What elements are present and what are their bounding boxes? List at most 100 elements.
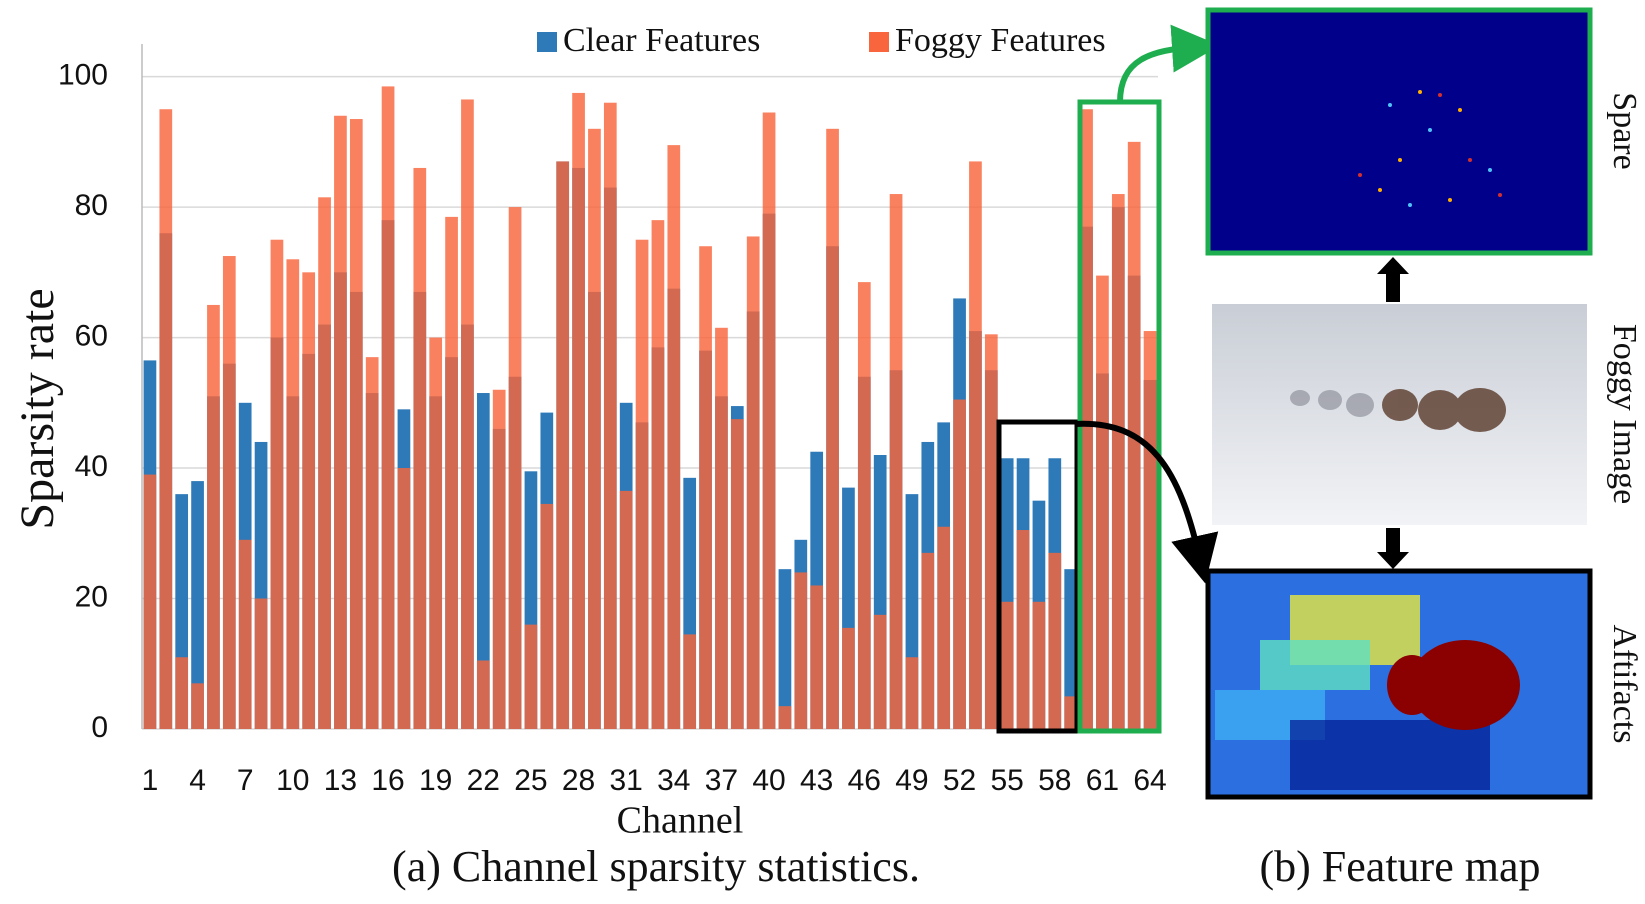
bar xyxy=(905,657,919,729)
y-tick-label: 100 xyxy=(58,59,108,92)
bar xyxy=(810,585,824,729)
x-tick-label: 37 xyxy=(705,764,738,797)
bar xyxy=(842,627,855,729)
x-tick-label: 46 xyxy=(848,764,881,797)
legend-label: Foggy Features xyxy=(895,22,1106,59)
bar xyxy=(1000,601,1014,729)
bar xyxy=(699,246,712,729)
caption-b: (b) Feature map xyxy=(1260,842,1541,891)
x-tick-label: 16 xyxy=(371,764,404,797)
x-tick-label: 25 xyxy=(514,764,547,797)
bar xyxy=(635,239,649,729)
x-tick-label: 28 xyxy=(562,764,595,797)
x-tick-label: 55 xyxy=(991,764,1024,797)
panel-label: Foggy Image xyxy=(1606,324,1643,504)
bar xyxy=(492,389,506,729)
bar xyxy=(270,239,284,729)
x-tick-label: 61 xyxy=(1086,764,1119,797)
bar xyxy=(873,614,887,729)
bar xyxy=(1096,275,1109,729)
bar xyxy=(175,657,189,729)
x-tick-label: 10 xyxy=(276,764,309,797)
bar xyxy=(619,490,633,729)
bar xyxy=(778,569,792,729)
bar xyxy=(238,539,252,729)
legend-swatch xyxy=(537,32,557,52)
bar xyxy=(207,304,220,729)
bar xyxy=(1064,696,1078,729)
black-arrow xyxy=(1074,420,1219,584)
bar xyxy=(445,216,458,729)
plot: 0 20 40 60 80 100 1 4 7 10 13 16 19 22 25 28 31 34 37 40 43 4… xyxy=(58,22,1167,797)
bar xyxy=(334,115,347,729)
bar xyxy=(953,399,966,729)
y-tick-label: 60 xyxy=(75,319,108,352)
bar xyxy=(540,503,554,729)
y-tick-label: 40 xyxy=(75,450,108,483)
y-tick-label: 80 xyxy=(75,189,108,222)
bar xyxy=(254,598,268,729)
bar xyxy=(715,327,728,729)
x-tick-label: 22 xyxy=(467,764,500,797)
y-tick-label: 0 xyxy=(91,711,108,744)
bar xyxy=(667,145,681,730)
y-axis-label: Sparsity rate xyxy=(11,288,64,529)
bar xyxy=(222,256,236,729)
bar xyxy=(857,282,871,729)
bar xyxy=(191,683,204,729)
x-tick-label: 52 xyxy=(943,764,976,797)
bar xyxy=(921,552,935,729)
bar xyxy=(1048,552,1062,729)
bar xyxy=(603,102,617,729)
bar xyxy=(1016,530,1030,729)
bar xyxy=(318,197,331,730)
x-tick-label: 64 xyxy=(1133,764,1166,797)
x-tick-label: 31 xyxy=(610,764,643,797)
bar xyxy=(937,526,951,729)
x-tick-label: 7 xyxy=(237,764,254,797)
bar xyxy=(794,572,808,729)
bar xyxy=(588,128,601,730)
bar xyxy=(365,357,379,729)
x-tick-label: 43 xyxy=(800,764,833,797)
x-tick-label: 49 xyxy=(895,764,928,797)
legend-swatch xyxy=(869,32,889,52)
bar xyxy=(746,236,760,729)
bar xyxy=(508,207,522,730)
bar xyxy=(889,194,903,730)
bar xyxy=(969,161,982,729)
caption-a: (a) Channel sparsity statistics. xyxy=(392,842,920,891)
spare-map xyxy=(1205,7,1593,256)
bar xyxy=(984,334,998,729)
panel-label: Aftifacts xyxy=(1606,625,1643,744)
x-tick-label: 19 xyxy=(419,764,452,797)
bar xyxy=(286,259,300,729)
bar xyxy=(1143,331,1157,729)
bar xyxy=(1111,194,1125,730)
bar xyxy=(778,706,792,729)
up-arrow xyxy=(1377,257,1409,302)
bar xyxy=(826,128,839,730)
bar xyxy=(524,624,538,729)
black-box xyxy=(996,419,1080,734)
x-tick-label: 40 xyxy=(752,764,785,797)
x-tick-label: 13 xyxy=(324,764,357,797)
bar xyxy=(429,337,443,729)
green-arrow xyxy=(1117,24,1220,103)
bar xyxy=(683,634,697,729)
bar xyxy=(1080,109,1093,729)
x-axis-label: Channel xyxy=(617,800,744,842)
bar xyxy=(381,86,395,729)
artifact-map xyxy=(1205,568,1593,800)
x-tick-label: 58 xyxy=(1038,764,1071,797)
bar xyxy=(397,468,411,729)
bar xyxy=(762,112,776,729)
bar xyxy=(1032,601,1046,729)
panel-label: Spare xyxy=(1606,92,1643,169)
foggy-image xyxy=(1212,304,1587,525)
x-tick-label: 1 xyxy=(142,764,159,797)
y-tick-label: 20 xyxy=(75,580,108,613)
bar xyxy=(1064,569,1078,729)
bar xyxy=(651,220,665,729)
